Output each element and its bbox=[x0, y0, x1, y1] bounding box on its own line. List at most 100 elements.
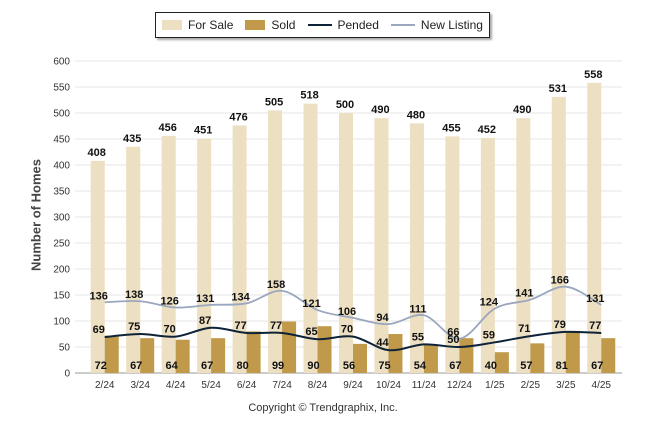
data-label-new-listing: 106 bbox=[338, 306, 356, 318]
copyright-text: Copyright © Trendgraphix, Inc. bbox=[248, 402, 398, 414]
bar-for-sale bbox=[551, 96, 566, 373]
data-label-for-sale: 490 bbox=[371, 104, 389, 116]
y-tick-label: 50 bbox=[59, 343, 71, 354]
data-label-for-sale: 455 bbox=[442, 122, 460, 134]
y-tick-label: 600 bbox=[53, 57, 70, 68]
data-label-pended: 44 bbox=[376, 337, 389, 349]
legend-item-sold[interactable]: Sold bbox=[245, 18, 295, 32]
x-tick-label: 3/24 bbox=[130, 380, 150, 391]
data-label-new-listing: 141 bbox=[515, 288, 533, 300]
data-label-pended: 87 bbox=[199, 315, 211, 327]
data-label-pended: 69 bbox=[93, 324, 105, 336]
data-label-new-listing: 131 bbox=[586, 293, 604, 305]
bar-for-sale bbox=[303, 103, 318, 373]
legend-label-new-listing: New Listing bbox=[420, 18, 483, 32]
data-label-new-listing: 158 bbox=[267, 279, 285, 291]
data-label-for-sale: 452 bbox=[478, 124, 496, 136]
data-label-sold: 64 bbox=[166, 360, 179, 372]
data-label-for-sale: 531 bbox=[549, 83, 567, 95]
data-label-new-listing: 126 bbox=[160, 295, 178, 307]
legend-swatch-for-sale bbox=[162, 20, 183, 30]
y-tick-label: 300 bbox=[53, 213, 70, 224]
y-tick-label: 400 bbox=[53, 161, 70, 172]
legend-swatch-new-listing bbox=[390, 24, 415, 26]
bar-sold bbox=[104, 335, 119, 373]
data-label-for-sale: 558 bbox=[584, 69, 602, 81]
x-tick-label: 2/24 bbox=[95, 380, 115, 391]
bar-sold bbox=[601, 338, 616, 373]
data-label-pended: 65 bbox=[305, 326, 317, 338]
data-label-new-listing: 138 bbox=[125, 289, 143, 301]
bar-for-sale bbox=[197, 138, 212, 373]
data-label-sold: 67 bbox=[201, 360, 213, 372]
data-label-for-sale: 435 bbox=[123, 133, 141, 145]
bar-sold bbox=[565, 330, 580, 373]
data-label-sold: 80 bbox=[236, 360, 248, 372]
data-label-pended: 59 bbox=[483, 329, 495, 341]
data-label-sold: 72 bbox=[95, 360, 107, 372]
x-tick-label: 2/25 bbox=[521, 380, 541, 391]
x-tick-label: 7/24 bbox=[272, 380, 292, 391]
data-label-sold: 56 bbox=[343, 360, 355, 372]
bar-for-sale bbox=[232, 125, 247, 373]
bar-for-sale bbox=[445, 136, 460, 373]
data-label-new-listing: 94 bbox=[376, 312, 389, 324]
y-tick-label: 100 bbox=[53, 317, 70, 328]
bar-for-sale bbox=[587, 82, 602, 373]
data-label-pended: 75 bbox=[128, 321, 140, 333]
y-tick-label: 550 bbox=[53, 83, 70, 94]
y-tick-label: 0 bbox=[64, 369, 70, 380]
bar-for-sale bbox=[90, 160, 105, 373]
bar-sold bbox=[246, 331, 261, 373]
bar-sold bbox=[175, 339, 190, 373]
data-label-sold: 90 bbox=[307, 360, 319, 372]
legend-label-sold: Sold bbox=[271, 18, 296, 32]
data-label-new-listing: 111 bbox=[409, 303, 426, 315]
legend: For Sale Sold Pended New Listing bbox=[155, 12, 490, 38]
data-label-new-listing: 136 bbox=[90, 290, 108, 302]
data-label-sold: 75 bbox=[378, 360, 390, 372]
data-label-pended: 77 bbox=[270, 320, 282, 332]
x-tick-label: 3/25 bbox=[556, 380, 576, 391]
data-label-new-listing: 134 bbox=[231, 291, 250, 303]
legend-label-for-sale: For Sale bbox=[188, 18, 234, 32]
data-label-for-sale: 456 bbox=[158, 122, 176, 134]
y-axis-label: Number of Homes bbox=[28, 159, 44, 271]
data-label-for-sale: 518 bbox=[300, 90, 318, 102]
bar-sold bbox=[494, 352, 509, 373]
y-tick-label: 350 bbox=[53, 187, 70, 198]
bar-for-sale bbox=[126, 146, 141, 373]
bar-sold bbox=[423, 344, 438, 373]
data-label-pended: 77 bbox=[589, 320, 601, 332]
data-label-pended: 70 bbox=[164, 324, 176, 336]
bar-sold bbox=[353, 343, 367, 373]
data-label-new-listing: 66 bbox=[447, 327, 459, 339]
x-tick-label: 6/24 bbox=[237, 380, 257, 391]
data-label-for-sale: 480 bbox=[407, 109, 425, 121]
bar-for-sale bbox=[268, 110, 283, 374]
legend-label-pended: Pended bbox=[337, 18, 379, 32]
legend-item-new-listing[interactable]: New Listing bbox=[390, 18, 483, 32]
line-pended bbox=[104, 326, 602, 352]
bar-sold bbox=[211, 338, 226, 373]
legend-item-for-sale[interactable]: For Sale bbox=[162, 18, 233, 32]
data-label-sold: 67 bbox=[449, 360, 461, 372]
data-label-sold: 40 bbox=[485, 360, 497, 372]
data-label-for-sale: 490 bbox=[513, 104, 531, 116]
data-label-sold: 54 bbox=[414, 360, 427, 372]
x-tick-label: 1/25 bbox=[485, 380, 505, 391]
bar-for-sale bbox=[161, 135, 176, 373]
x-tick-label: 12/24 bbox=[447, 380, 472, 391]
data-label-for-sale: 476 bbox=[229, 111, 247, 123]
legend-item-pended[interactable]: Pended bbox=[307, 18, 379, 32]
data-label-pended: 77 bbox=[234, 320, 246, 332]
x-tick-label: 10/24 bbox=[376, 380, 401, 391]
y-tick-label: 250 bbox=[53, 239, 70, 250]
bar-sold bbox=[530, 343, 545, 373]
data-label-for-sale: 408 bbox=[88, 147, 106, 159]
bar-for-sale bbox=[374, 118, 389, 373]
bar-sold bbox=[140, 338, 155, 373]
data-label-for-sale: 505 bbox=[265, 96, 283, 108]
